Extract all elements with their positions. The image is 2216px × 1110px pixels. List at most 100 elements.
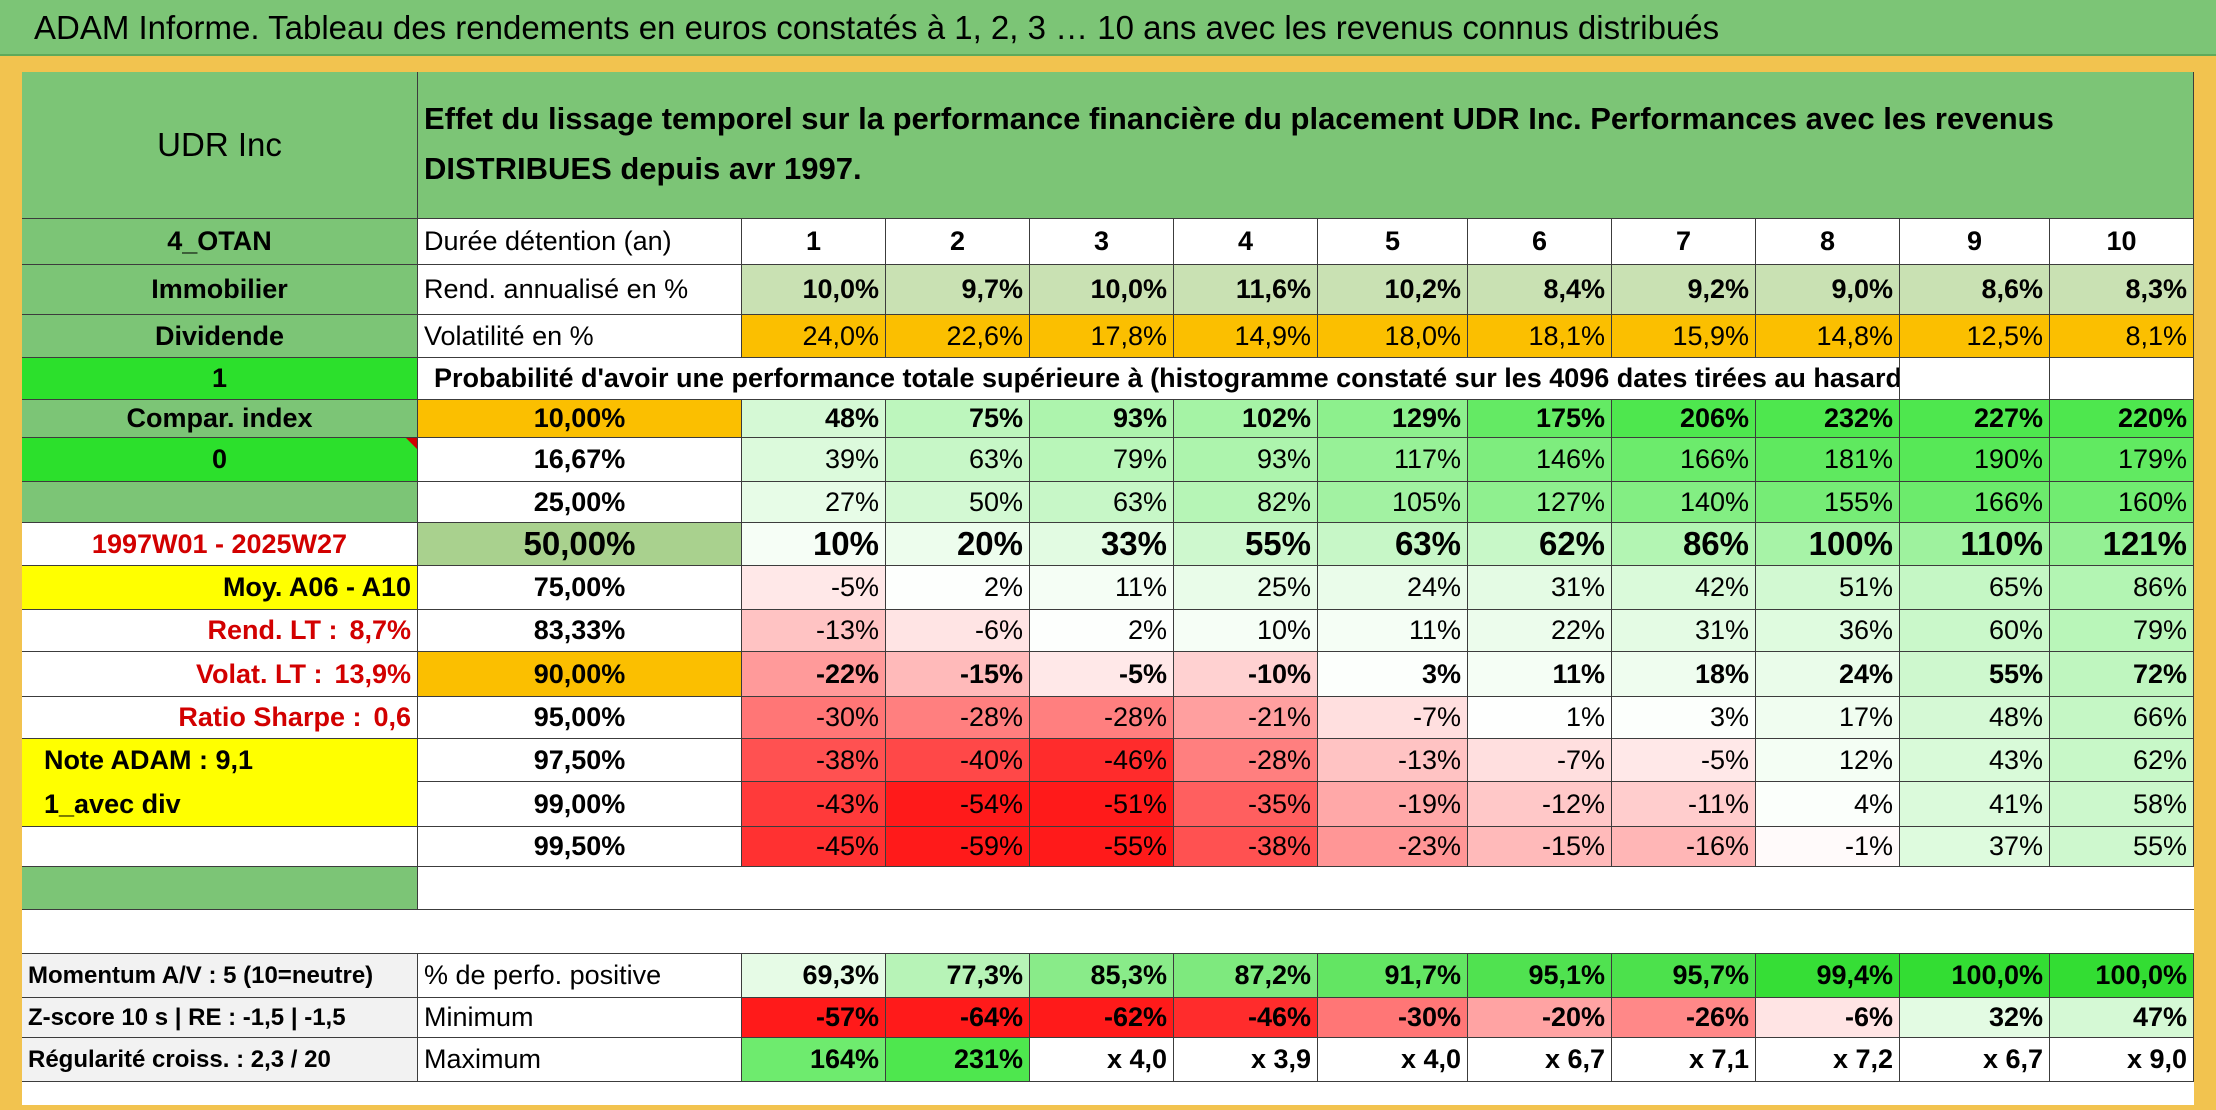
probability-value: -22% [742,652,886,697]
probability-value: -28% [886,697,1030,739]
probability-value: 27% [742,482,886,523]
positive-perf-value: 95,1% [1468,954,1612,998]
maximum-value: x 7,1 [1612,1038,1756,1082]
maximum-value: x 6,7 [1900,1038,2050,1082]
probability-value: 10% [1174,610,1318,652]
positive-perf-value: 99,4% [1756,954,1900,998]
probability-value: 62% [2050,739,2194,782]
probability-value: 86% [1612,523,1756,566]
volat-value: 14,9% [1174,315,1318,358]
probability-value: 17% [1756,697,1900,739]
probability-value: 166% [1612,438,1756,482]
probability-value: -45% [742,827,886,867]
volat-value: 18,1% [1468,315,1612,358]
probability-level: 90,00% [418,652,742,697]
probability-value: 33% [1030,523,1174,566]
probability-value: -6% [886,610,1030,652]
probability-value: 121% [2050,523,2194,566]
probability-value: -46% [1030,739,1174,782]
minimum-value: -6% [1756,998,1900,1038]
ratio-sharpe-value: 0,6 [373,702,411,732]
maximum-label: Maximum [418,1038,742,1082]
probability-value: 58% [2050,782,2194,827]
probability-value: 175% [1468,400,1612,438]
maximum-value: x 3,9 [1174,1038,1318,1082]
probability-value: 48% [742,400,886,438]
year-header: 10 [2050,219,2194,265]
volat-value: 18,0% [1318,315,1468,358]
minimum-value: -26% [1612,998,1756,1038]
probability-value: 63% [1030,482,1174,523]
company-code: 4_OTAN [22,219,418,265]
rend-value: 8,3% [2050,265,2194,315]
probability-value: 166% [1900,482,2050,523]
probability-value: -21% [1174,697,1318,739]
maximum-value: x 4,0 [1318,1038,1468,1082]
probability-value: 65% [1900,566,2050,610]
probability-value: -7% [1468,739,1612,782]
compar-index-label: Compar. index [22,400,418,438]
probability-level: 25,00% [418,482,742,523]
probability-value: 48% [1900,697,2050,739]
blank-green-cell [22,867,418,910]
probability-value: 179% [2050,438,2194,482]
probability-value: -30% [742,697,886,739]
volat-value: 17,8% [1030,315,1174,358]
probability-value: -11% [1612,782,1756,827]
probability-value: 63% [1318,523,1468,566]
volat-value: 14,8% [1756,315,1900,358]
rend-value: 11,6% [1174,265,1318,315]
rend-value: 10,0% [742,265,886,315]
minimum-label: Minimum [418,998,742,1038]
probability-value: 63% [886,438,1030,482]
report-title: ADAM Informe. Tableau des rendements en … [0,0,2216,56]
probability-value: 155% [1756,482,1900,523]
zscore-label: Z-score 10 s | RE : -1,5 | -1,5 [22,998,418,1038]
year-header: 7 [1612,219,1756,265]
probability-value: 227% [1900,400,2050,438]
volat-label: Volatilité en % [418,315,742,358]
probability-value: 39% [742,438,886,482]
volat-value: 12,5% [1900,315,2050,358]
flag-zero: 0 [22,438,418,482]
minimum-value: -20% [1468,998,1612,1038]
probability-value: 3% [1612,697,1756,739]
probability-value: 79% [1030,438,1174,482]
probability-value: -10% [1174,652,1318,697]
year-header: 3 [1030,219,1174,265]
probability-value: -51% [1030,782,1174,827]
maximum-value: x 7,2 [1756,1038,1900,1082]
probability-value: 20% [886,523,1030,566]
positive-perf-value: 100,0% [1900,954,2050,998]
probability-value: -38% [742,739,886,782]
probability-value: -54% [886,782,1030,827]
volat-lt-value: 13,9% [334,658,411,689]
minimum-value: -30% [1318,998,1468,1038]
period-range: 1997W01 - 2025W27 [22,523,418,566]
probability-value: -7% [1318,697,1468,739]
probability-value: 93% [1174,438,1318,482]
probability-value: 62% [1468,523,1612,566]
probability-value: -19% [1318,782,1468,827]
blank-cell [22,827,418,867]
year-header: 4 [1174,219,1318,265]
rend-value: 10,2% [1318,265,1468,315]
probability-value: 31% [1612,610,1756,652]
company-name: UDR Inc [22,72,418,219]
probability-level: 83,33% [418,610,742,652]
probability-value: -13% [742,610,886,652]
probability-value: 75% [886,400,1030,438]
rend-lt-label: Rend. LT : [207,615,338,645]
probability-value: 60% [1900,610,2050,652]
year-header: 1 [742,219,886,265]
probability-value: -15% [886,652,1030,697]
probability-value: 10% [742,523,886,566]
positive-perf-value: 100,0% [2050,954,2194,998]
blank-green-cell [22,482,418,523]
probability-value: 50% [886,482,1030,523]
probability-value: 4% [1756,782,1900,827]
spacer-row [418,867,2194,910]
probability-value: -23% [1318,827,1468,867]
probability-value: 2% [886,566,1030,610]
maximum-value: 231% [886,1038,1030,1082]
